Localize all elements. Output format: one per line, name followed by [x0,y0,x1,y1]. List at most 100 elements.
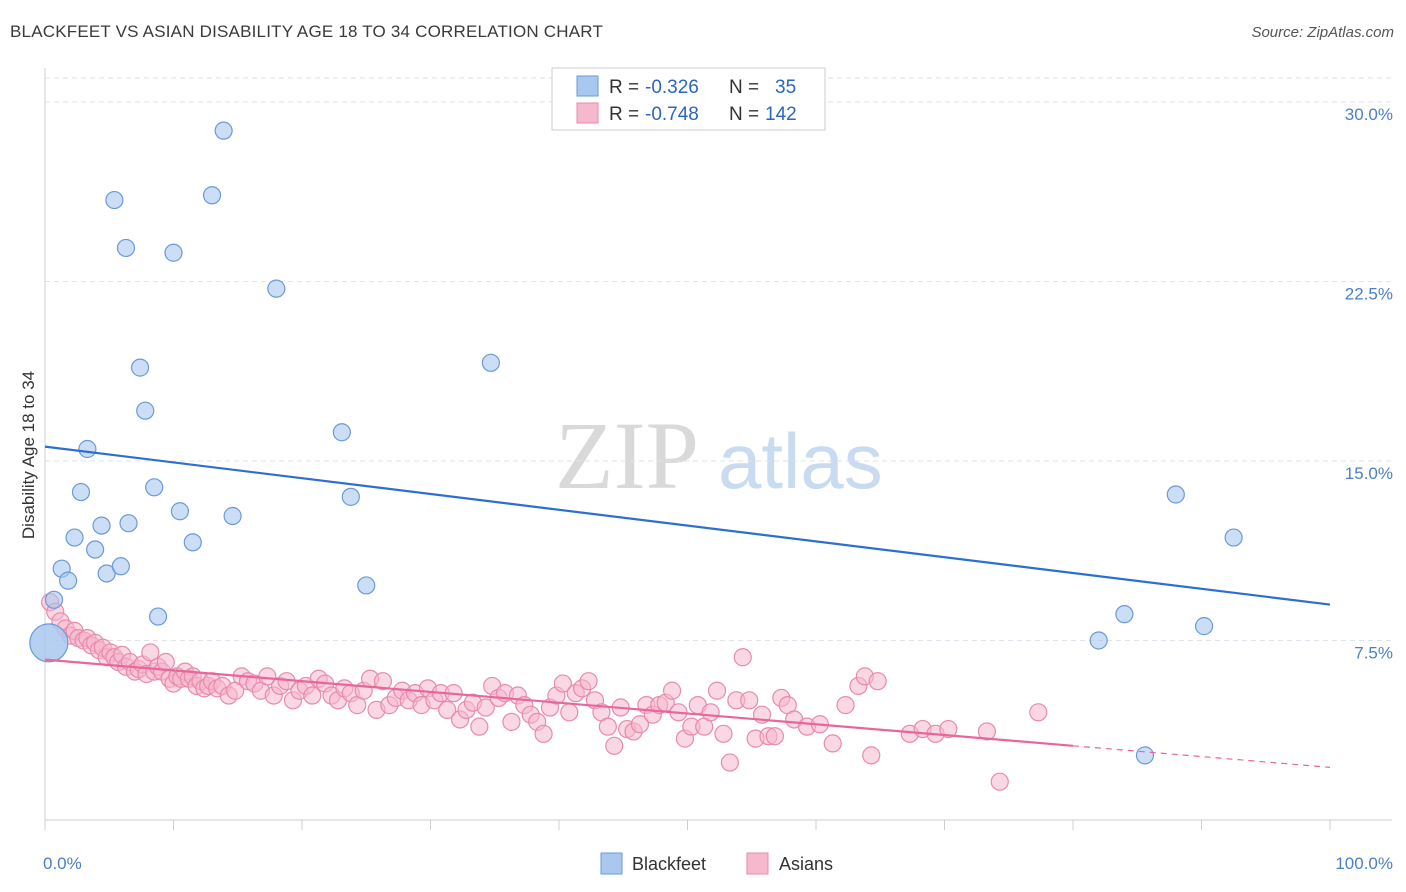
legend-r-value-asians: -0.748 [645,104,699,125]
asians-point [303,686,322,705]
asians-point [156,652,175,672]
asians-point [502,712,521,731]
watermark-zip: ZIP [555,402,699,509]
asians-point [553,674,572,693]
blackfeet-point [116,238,136,258]
legend-n-value-blackfeet: 35 [775,77,796,98]
asians-point [579,672,598,691]
blackfeet-trend-line [44,445,1331,606]
y-tick-label: 15.0% [1345,464,1393,483]
y-axis-title: Disability Age 18 to 34 [19,371,38,539]
asians-trend-extension [1072,745,1331,768]
legend-n-value-asians: 142 [765,104,797,125]
asians-point [373,672,393,691]
legend-n-label-asians: N = [729,104,759,125]
blackfeet-point [145,478,164,497]
asians-point [714,724,733,743]
bottom-legend-swatch-asians [746,852,769,875]
asians-point [258,667,277,686]
asians-point [534,724,553,743]
blackfeet-point [86,540,105,559]
chart-source: Source: ZipAtlas.com [1251,24,1394,41]
bottom-legend-swatch-blackfeet [600,852,623,875]
blackfeet-points [29,121,1243,765]
blackfeet-point [92,516,111,535]
blackfeet-point [97,564,116,583]
asians-point [598,717,617,736]
asians-point [733,648,752,667]
blackfeet-point [183,533,202,552]
x-tick-labels: 0.0% 100.0% [43,854,1393,873]
asians-point [701,703,720,722]
axes [44,68,1392,830]
blackfeet-point [1089,631,1108,650]
blackfeet-point [148,607,168,626]
x-tick-label-min: 0.0% [43,854,82,873]
blackfeet-point [1166,485,1185,504]
asians-point [630,715,650,734]
asians-point [765,727,784,746]
blackfeet-point [59,571,78,590]
blackfeet-point [1115,605,1134,624]
y-tick-labels: 7.5% 15.0% 22.5% 30.0% [1345,105,1393,663]
blackfeet-point [214,121,233,140]
asians-point [990,772,1009,791]
blackfeet-point [1194,617,1214,636]
bottom-legend-label-asians: Asians [779,854,833,874]
blackfeet-point [119,514,138,533]
blackfeet-point [267,279,286,298]
legend-swatch-asians [576,102,599,124]
blackfeet-point [44,590,64,609]
blackfeet-point [357,576,376,595]
blackfeet-point [111,557,130,576]
asians-point [438,700,457,719]
legend-r-value-blackfeet: -0.326 [645,77,699,98]
asians-point [939,719,958,739]
asians-point [977,722,997,741]
blackfeet-point [202,186,222,205]
asians-point [720,753,740,772]
trend-lines [44,445,1331,768]
blackfeet-point [71,482,91,502]
legend-n-label-blackfeet: N = [729,77,759,98]
bottom-legend-label-blackfeet: Blackfeet [632,854,706,874]
asians-point [1029,703,1048,722]
correlation-legend: R = -0.326 N = 35 R = -0.748 N = 142 [551,67,826,131]
blackfeet-point [136,401,155,420]
asians-point [476,698,495,717]
asians-point [862,746,881,765]
blackfeet-point [341,487,360,506]
legend-r-label-asians: R = [609,104,639,125]
asians-point [662,681,682,700]
blackfeet-point [130,358,150,377]
blackfeet-point [29,623,69,663]
blackfeet-point [332,423,351,442]
asians-points [41,593,1048,791]
blackfeet-point [1224,528,1243,547]
blackfeet-point [164,243,183,262]
x-tick-label-max: 100.0% [1335,854,1393,873]
asians-point [868,672,887,691]
asians-point [560,703,579,722]
blackfeet-point [223,506,242,526]
asians-point [823,734,842,753]
chart-title: BLACKFEET VS ASIAN DISABILITY AGE 18 TO … [10,22,604,41]
blackfeet-point [481,353,500,372]
asians-point [836,696,855,715]
asians-trend-line [44,658,1074,747]
series-legend: Blackfeet Asians [600,852,833,875]
asians-point [605,736,624,755]
blackfeet-point [65,528,84,547]
grid-lines [45,77,1392,641]
blackfeet-point [170,502,190,521]
y-tick-label: 7.5% [1354,643,1393,662]
asians-point [141,643,160,662]
asians-point [707,681,727,700]
blackfeet-point [1135,746,1155,765]
asians-point [470,717,489,736]
legend-swatch-blackfeet [576,75,599,97]
y-tick-label: 22.5% [1345,284,1393,303]
y-tick-label: 30.0% [1345,105,1393,124]
blackfeet-point [105,190,124,210]
